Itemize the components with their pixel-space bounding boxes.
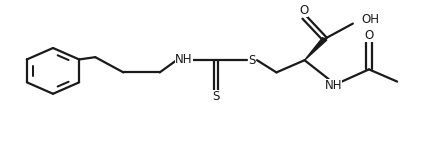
Text: S: S	[212, 90, 220, 103]
Text: S: S	[248, 54, 256, 67]
Polygon shape	[304, 38, 327, 60]
Text: O: O	[299, 4, 308, 17]
Text: OH: OH	[362, 13, 380, 26]
Text: NH: NH	[325, 79, 342, 92]
Text: NH: NH	[175, 53, 192, 66]
Text: O: O	[364, 29, 374, 42]
